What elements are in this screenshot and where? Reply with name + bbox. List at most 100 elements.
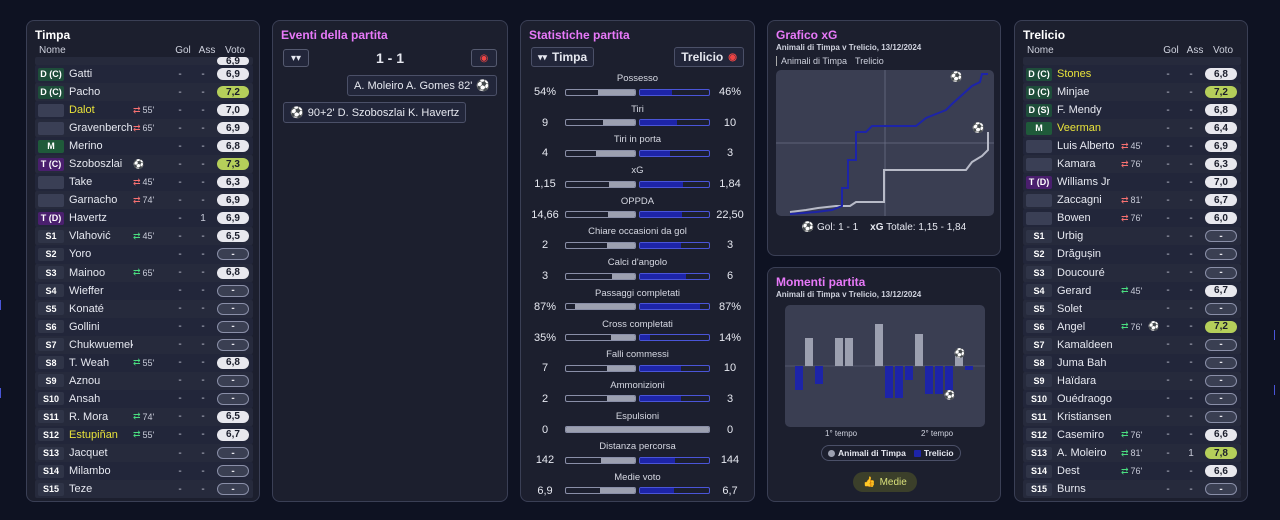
goals-value: -: [1166, 194, 1170, 206]
player-name: Gerard: [1057, 284, 1092, 297]
table-row[interactable]: Dalot ⇄ 55' - -7,0: [35, 101, 253, 120]
table-row[interactable]: S6 Gollini - - -: [35, 317, 253, 336]
events-title: Eventi della partita: [281, 28, 388, 42]
table-row[interactable]: S10 Ouédraogo - - -: [1023, 389, 1241, 408]
stat-label: Distanza percorsa: [599, 441, 676, 453]
xg-footer: ⚽ Gol: 1 - 1 xG Totale: 1,15 - 1,84: [768, 222, 1000, 233]
sub-in-icon: ⇄: [1121, 285, 1129, 296]
assists-value: -: [201, 393, 205, 405]
table-row[interactable]: S9 Haïdara - - -: [1023, 371, 1241, 390]
goals-value: -: [1166, 230, 1170, 242]
table-row[interactable]: S2 Yoro - - -: [35, 245, 253, 264]
table-row[interactable]: Bowen ⇄ 76' - -6,0: [1023, 209, 1241, 228]
table-row[interactable]: S7Chukwuemeka---: [35, 335, 253, 354]
home-event-row: ⚽ 90+2' D. Szoboszlai K. Havertz: [273, 96, 507, 123]
table-row[interactable]: S9 Aznou - - -: [35, 371, 253, 390]
stat-away-value: 6: [726, 270, 734, 283]
rating-badge: -: [1205, 338, 1237, 351]
sub-out-icon: ⇄: [1121, 194, 1129, 205]
table-row[interactable]: M Veerman - -6,4: [1023, 119, 1241, 138]
away-goal-event[interactable]: A. Moleiro A. Gomes 82' ⚽: [347, 75, 497, 96]
xg-subtitle: Animali di Timpa v Trelicio, 13/12/2024: [776, 43, 922, 52]
stat-bar-row: 9 10: [525, 116, 750, 130]
rating-cell: 6,4: [1201, 122, 1241, 135]
col-name: Nome: [39, 44, 66, 56]
table-row[interactable]: S14 Milambo - - -: [35, 462, 253, 481]
table-row[interactable]: S2 Drăgușin - - -: [1023, 245, 1241, 264]
table-row[interactable]: S14 Dest ⇄ 76' - -6,6: [1023, 462, 1241, 481]
table-row[interactable]: S11 R. Mora ⇄ 74' - -6,5: [35, 407, 253, 426]
score-row: ▾▾ 1 - 1 ◉: [273, 43, 507, 67]
table-row[interactable]: D (S) F. Mendy - -6,8: [1023, 101, 1241, 120]
table-row[interactable]: S4 Wieffer - - -: [35, 281, 253, 300]
away-event-row: A. Moleiro A. Gomes 82' ⚽: [273, 67, 507, 96]
col-assists: Ass: [1186, 44, 1204, 56]
assists-value: -: [1189, 465, 1193, 477]
table-row[interactable]: 6,9: [35, 57, 253, 65]
substitution-info: ⚽: [133, 159, 167, 170]
goals-value: -: [178, 176, 182, 188]
table-row[interactable]: D (C) Stones - -6,8: [1023, 65, 1241, 84]
rating-badge: -: [1205, 302, 1237, 315]
table-row[interactable]: Luis Alberto ⇄ 45' - -6,9: [1023, 137, 1241, 156]
assists-value: -: [201, 86, 205, 98]
table-row[interactable]: S5 Solet - - -: [1023, 299, 1241, 318]
position-badge: T (C): [38, 157, 64, 171]
position-badge: S1: [1026, 229, 1052, 243]
averages-button[interactable]: 👍 Medie: [853, 472, 917, 492]
stat-away-bar: [639, 364, 710, 372]
rating-cell: 7,3: [213, 158, 253, 171]
table-row[interactable]: T (D) Havertz - 1 6,9: [35, 209, 253, 228]
table-row[interactable]: S4 Gerard ⇄ 45' - -6,7: [1023, 281, 1241, 300]
sub-in-icon: ⇄: [133, 230, 141, 241]
table-row[interactable]: T (C) Szoboszlai ⚽ - -7,3: [35, 155, 253, 174]
table-row[interactable]: S10 Ansah - - -: [35, 389, 253, 408]
player-name: Veerman: [1057, 122, 1102, 135]
table-row[interactable]: S1 Vlahović ⇄ 45' - -6,5: [35, 227, 253, 246]
rating-badge: -: [217, 392, 249, 405]
table-row[interactable]: S5 Konaté - - -: [35, 299, 253, 318]
table-row[interactable]: D (C) Minjae - -7,2: [1023, 83, 1241, 102]
table-row[interactable]: S13 A. Moleiro ⇄ 81' -1 7,8: [1023, 443, 1241, 463]
table-row[interactable]: S1 Urbig - - -: [1023, 227, 1241, 246]
momentum-legend-home-text: Animali di Timpa: [838, 448, 906, 458]
table-row[interactable]: Take ⇄ 45' - -6,3: [35, 173, 253, 192]
assists-value: -: [1189, 321, 1193, 333]
table-row[interactable]: T (D) Williams Jr - -7,0: [1023, 173, 1241, 192]
table-row[interactable]: D (C) Pacho - -7,2: [35, 83, 253, 102]
rating-cell: -: [213, 302, 253, 315]
assists-value: -: [1189, 68, 1193, 80]
sub-in-icon: ⇄: [133, 411, 141, 422]
rating-badge: 6,6: [1205, 428, 1237, 441]
table-row[interactable]: S15 Teze - - -: [35, 480, 253, 499]
table-row[interactable]: S7 Kamaldeen - - -: [1023, 335, 1241, 354]
table-row[interactable]: S8 T. Weah ⇄ 55' - -6,8: [35, 353, 253, 372]
table-row[interactable]: S11 Kristiansen - - -: [1023, 407, 1241, 426]
table-row[interactable]: S3 Doucouré - - -: [1023, 263, 1241, 282]
table-row[interactable]: S6 Angel ⇄ 76' ⚽ - -7,2: [1023, 317, 1241, 336]
stat-away-value: 10: [723, 116, 737, 129]
table-row[interactable]: S13 Jacquet - - -: [35, 443, 253, 463]
table-row[interactable]: Gravenberch ⇄ 65' - -6,9: [35, 119, 253, 138]
table-row[interactable]: M Merino - -6,8: [35, 137, 253, 156]
player-name: Solet: [1057, 302, 1083, 315]
stat-bar-row: 87% 87%: [525, 300, 750, 314]
home-goal-event[interactable]: ⚽ 90+2' D. Szoboszlai K. Havertz: [283, 102, 467, 123]
rating-badge: -: [217, 248, 249, 261]
table-row[interactable]: [1023, 57, 1241, 65]
table-row[interactable]: S15 Burns - - -: [1023, 480, 1241, 499]
table-row[interactable]: S3 Mainoo ⇄ 65' - -6,8: [35, 263, 253, 282]
table-row[interactable]: Garnacho ⇄ 74' - -6,9: [35, 191, 253, 210]
assists-value: -: [201, 447, 205, 459]
stat-home-value: 4: [541, 147, 549, 160]
table-row[interactable]: D (C) Gatti - -6,9: [35, 65, 253, 84]
table-row[interactable]: Kamara ⇄ 76' - -6,3: [1023, 155, 1241, 174]
stat-home-value: 35%: [533, 331, 557, 344]
rating-cell: -: [1201, 356, 1241, 369]
rating-cell: -: [213, 320, 253, 333]
table-row[interactable]: S12 Casemiro ⇄ 76' - -6,6: [1023, 425, 1241, 444]
table-row[interactable]: Zaccagni ⇄ 81' - -6,7: [1023, 191, 1241, 210]
table-row[interactable]: S12 Estupiñan ⇄ 55' - -6,7: [35, 425, 253, 444]
table-row[interactable]: S8 Juma Bah - - -: [1023, 353, 1241, 372]
goals-value: -: [1166, 411, 1170, 423]
